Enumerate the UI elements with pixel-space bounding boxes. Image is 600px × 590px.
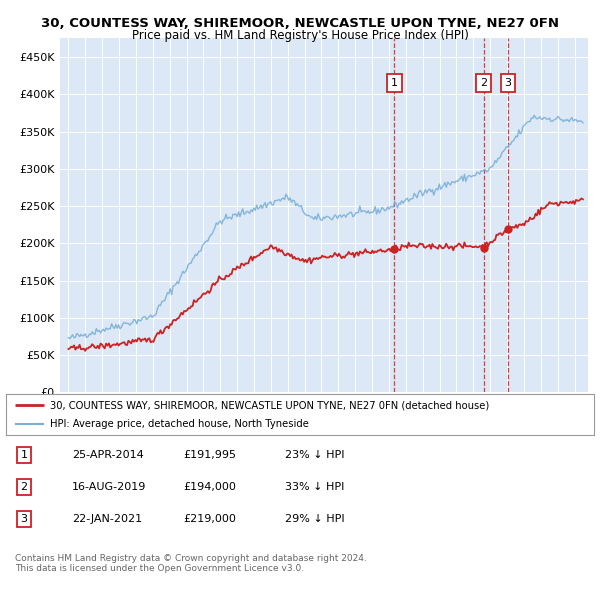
Text: £219,000: £219,000	[183, 514, 236, 524]
Text: 30, COUNTESS WAY, SHIREMOOR, NEWCASTLE UPON TYNE, NE27 0FN: 30, COUNTESS WAY, SHIREMOOR, NEWCASTLE U…	[41, 17, 559, 30]
Text: 22-JAN-2021: 22-JAN-2021	[72, 514, 142, 524]
Text: 2: 2	[20, 482, 28, 492]
Text: 29% ↓ HPI: 29% ↓ HPI	[285, 514, 344, 524]
Text: 3: 3	[20, 514, 28, 524]
Text: 3: 3	[505, 78, 512, 88]
Text: HPI: Average price, detached house, North Tyneside: HPI: Average price, detached house, Nort…	[50, 419, 309, 430]
Text: 25-APR-2014: 25-APR-2014	[72, 450, 144, 460]
Text: 16-AUG-2019: 16-AUG-2019	[72, 482, 146, 492]
Text: 2: 2	[480, 78, 487, 88]
Text: 1: 1	[391, 78, 398, 88]
Text: 1: 1	[20, 450, 28, 460]
Text: 33% ↓ HPI: 33% ↓ HPI	[285, 482, 344, 492]
Text: Contains HM Land Registry data © Crown copyright and database right 2024.
This d: Contains HM Land Registry data © Crown c…	[15, 554, 367, 573]
Text: 30, COUNTESS WAY, SHIREMOOR, NEWCASTLE UPON TYNE, NE27 0FN (detached house): 30, COUNTESS WAY, SHIREMOOR, NEWCASTLE U…	[50, 400, 490, 410]
Text: £194,000: £194,000	[183, 482, 236, 492]
Text: 23% ↓ HPI: 23% ↓ HPI	[285, 450, 344, 460]
Text: Price paid vs. HM Land Registry's House Price Index (HPI): Price paid vs. HM Land Registry's House …	[131, 30, 469, 42]
Text: £191,995: £191,995	[183, 450, 236, 460]
